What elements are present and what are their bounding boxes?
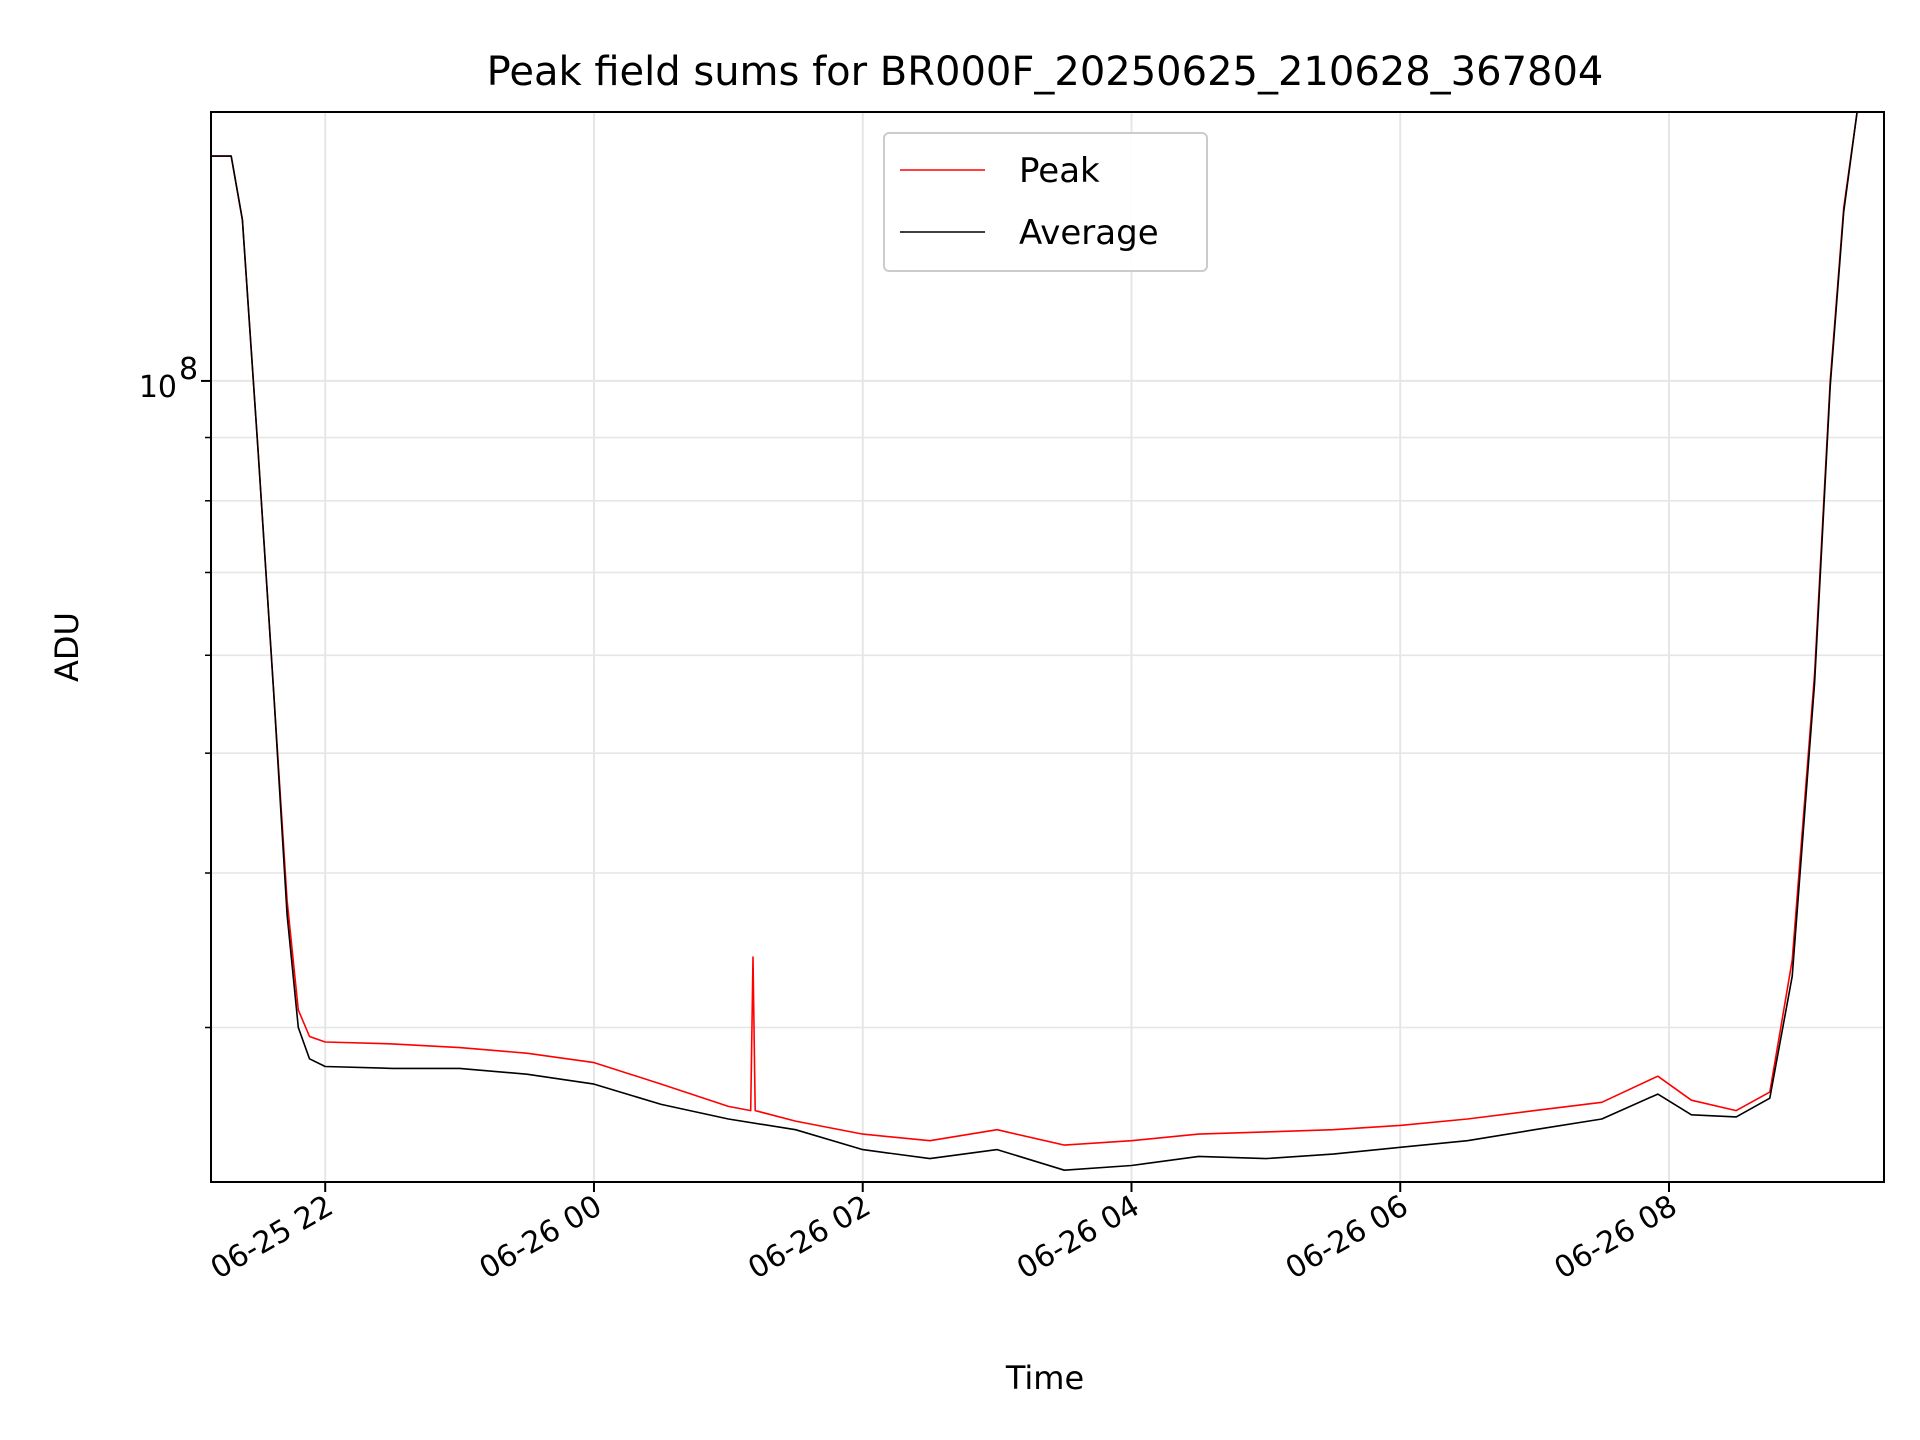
y-axis-label: ADU (48, 612, 86, 682)
legend: Peak Average (883, 132, 1208, 272)
series-layer (211, 111, 1858, 1171)
grid-layer (211, 112, 1884, 1182)
x-axis-label: Time (1005, 1359, 1084, 1397)
chart-title: Peak field sums for BR000F_20250625_2106… (487, 49, 1604, 95)
y-tick-label: 10 (139, 370, 177, 405)
legend-label-peak: Peak (1019, 151, 1100, 191)
series-line-average (211, 111, 1858, 1171)
series-line-peak (211, 111, 1858, 1146)
legend-label-average: Average (1019, 213, 1159, 253)
plot-frame (210, 111, 1885, 1183)
y-tick-exponent: 8 (179, 352, 198, 387)
legend-box (883, 132, 1208, 272)
